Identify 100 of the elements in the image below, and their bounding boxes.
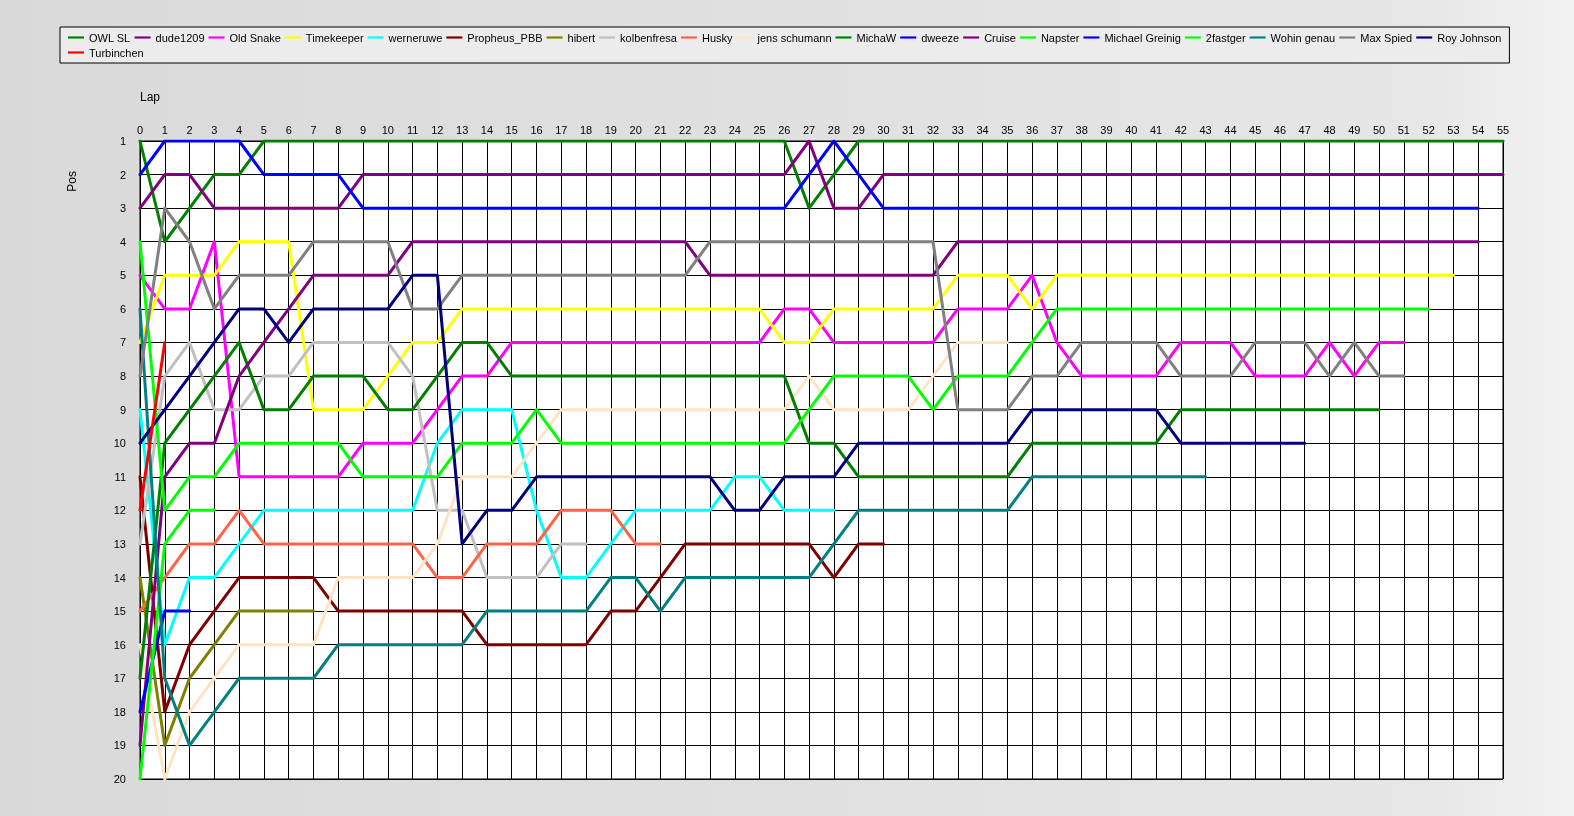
x-tick-label: 48	[1323, 123, 1336, 136]
y-tick-label: 1	[119, 135, 126, 147]
line-series	[138, 340, 1009, 781]
x-tick-label: 13	[456, 123, 469, 136]
legend-label: Michael Greinig	[1104, 31, 1181, 44]
legend-label: MichaW	[856, 31, 897, 44]
legend-label: Cruise	[984, 31, 1016, 44]
x-tick-label: 40	[1125, 123, 1138, 136]
x-tick-label: 53	[1447, 123, 1460, 136]
x-tick-label: 23	[703, 123, 717, 136]
legend-label: dweeze	[921, 31, 960, 44]
y-tick-label: 2	[119, 168, 126, 181]
y-tick-label: 11	[114, 470, 126, 483]
x-tick-label: 54	[1472, 123, 1485, 136]
x-tick-label: 12	[431, 123, 444, 136]
x-tick-label: 7	[310, 123, 317, 136]
x-tick-label: 55	[1496, 123, 1510, 136]
y-tick-label: 15	[113, 605, 126, 618]
legend-label: Max Spied	[1360, 31, 1413, 44]
legend-label: Roy Johnson	[1437, 31, 1502, 44]
x-tick-label: 50	[1372, 123, 1386, 136]
y-tick-label: 20	[113, 773, 126, 785]
x-tick-label: 29	[852, 123, 865, 136]
x-tick-label: 43	[1199, 123, 1212, 136]
legend-label: kolbenfresa	[620, 31, 678, 44]
line-series	[138, 307, 1208, 747]
x-tick-label: 25	[753, 123, 766, 136]
y-tick-label: 13	[113, 537, 126, 550]
x-tick-label: 39	[1100, 123, 1113, 136]
legend-label: 2fastger	[1205, 31, 1246, 44]
x-tick-label: 27	[802, 123, 816, 136]
y-tick-label: 8	[119, 370, 126, 383]
line-series	[138, 475, 885, 714]
x-tick-label: 24	[728, 123, 741, 136]
y-tick-label: 10	[113, 437, 126, 450]
legend-label: jens schumann	[756, 31, 832, 44]
y-tick-label: 14	[113, 571, 126, 584]
line-series	[138, 240, 1480, 747]
x-tick-label: 28	[827, 123, 841, 136]
y-tick-label: 7	[119, 336, 126, 349]
x-tick-label: 44	[1224, 123, 1237, 136]
legend-label: Napster	[1040, 31, 1080, 44]
x-tick-label: 42	[1174, 123, 1187, 136]
y-tick-label: 6	[119, 302, 126, 315]
x-tick-label: 51	[1397, 123, 1410, 136]
y-tick-label: 5	[119, 269, 126, 282]
legend-label: hibert	[567, 31, 596, 44]
x-tick-label: 11	[406, 123, 419, 136]
x-tick-label: 33	[951, 123, 964, 136]
line-series	[138, 206, 1406, 412]
y-tick-label: 16	[113, 638, 126, 651]
x-tick-label: 5	[260, 123, 267, 136]
legend-label: dude1209	[155, 31, 205, 44]
legend-label: Timekeeper	[305, 31, 364, 44]
x-tick-label: 37	[1050, 123, 1064, 136]
y-tick-label: 3	[119, 202, 126, 215]
legend-label: Old Snake	[229, 31, 281, 44]
x-tick-label: 32	[926, 123, 940, 136]
legend-label: Turbinchen	[89, 46, 144, 59]
x-tick-label: 21	[654, 123, 667, 136]
x-tick-label: 18	[579, 123, 593, 136]
legend-label: werneruwe	[387, 31, 443, 44]
x-tick-label: 2	[186, 123, 193, 136]
x-tick-label: 17	[555, 123, 568, 136]
x-tick-label: 34	[976, 123, 989, 136]
line-series	[138, 340, 588, 580]
x-axis-title: Lap	[139, 90, 161, 104]
legend-label: Propheus_PBB	[467, 31, 543, 44]
x-tick-label: 52	[1422, 123, 1435, 136]
x-tick-label: 41	[1149, 123, 1163, 136]
legend-label: OWL SL	[89, 31, 131, 44]
x-tick-label: 3	[211, 123, 218, 136]
y-tick-label: 9	[119, 403, 126, 416]
line-series	[138, 273, 1307, 546]
x-tick-label: 8	[335, 123, 342, 136]
x-tick-label: 0	[136, 123, 144, 136]
y-tick-label: 12	[113, 504, 126, 517]
y-tick-label: 18	[113, 705, 126, 718]
x-tick-label: 16	[530, 123, 543, 136]
x-tick-label: 31	[902, 123, 915, 136]
x-tick-label: 45	[1249, 123, 1262, 136]
line-series	[138, 508, 662, 613]
x-tick-label: 14	[480, 123, 494, 136]
x-tick-label: 15	[505, 123, 518, 136]
y-tick-label: 4	[119, 235, 126, 248]
x-tick-label: 26	[778, 123, 791, 136]
x-tick-label: 49	[1348, 123, 1361, 136]
x-tick-label: 1	[161, 123, 168, 136]
x-tick-label: 20	[629, 123, 642, 136]
x-tick-label: 4	[236, 123, 243, 136]
x-tick-label: 47	[1298, 123, 1311, 136]
x-tick-label: 46	[1273, 123, 1287, 136]
x-tick-label: 19	[604, 123, 617, 136]
x-tick-label: 38	[1075, 123, 1088, 136]
x-tick-label: 6	[285, 123, 292, 136]
x-tick-label: 35	[1001, 123, 1014, 136]
y-axis-title: Pos	[65, 171, 79, 192]
y-tick-label: 17	[113, 672, 126, 685]
x-tick-label: 36	[1026, 123, 1039, 136]
x-tick-label: 30	[877, 123, 890, 136]
